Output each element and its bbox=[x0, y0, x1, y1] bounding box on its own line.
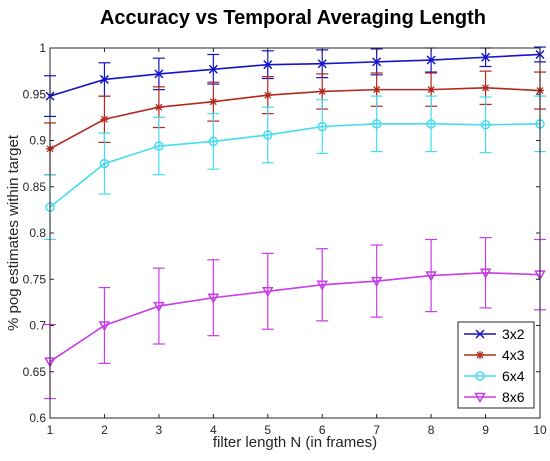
data-point-3x2 bbox=[99, 74, 109, 84]
legend-label: 6x4 bbox=[502, 368, 525, 384]
data-point-8x6 bbox=[479, 268, 492, 279]
data-point-3x2 bbox=[154, 69, 164, 79]
data-point-4x3 bbox=[263, 91, 272, 100]
y-tick-labels: 0.6 0.65 0.7 0.75 0.8 0.85 0.9 0.95 1 bbox=[23, 41, 47, 425]
data-point-8x6 bbox=[316, 280, 329, 291]
legend-box bbox=[457, 321, 535, 409]
data-point-4x3 bbox=[372, 85, 381, 94]
x-tick-label: 7 bbox=[373, 423, 380, 437]
legend-marker bbox=[475, 371, 485, 381]
data-point-3x2 bbox=[426, 55, 436, 65]
data-point-3x2 bbox=[263, 60, 273, 70]
data-point-6x4 bbox=[317, 121, 327, 132]
plot-area bbox=[44, 46, 546, 419]
data-point-6x4 bbox=[154, 141, 164, 151]
y-tick-label: 0.6 bbox=[29, 411, 46, 425]
data-point-4x3 bbox=[481, 83, 490, 92]
data-point-8x6 bbox=[207, 293, 220, 304]
data-point-4x3 bbox=[100, 115, 109, 124]
data-point-6x4 bbox=[263, 130, 273, 140]
data-point-8x6 bbox=[98, 321, 111, 332]
data-point-6x4 bbox=[99, 158, 110, 169]
y-tick-label: 0.9 bbox=[29, 134, 46, 148]
data-point-4x3 bbox=[154, 103, 163, 112]
legend-label: 4x3 bbox=[502, 347, 525, 363]
y-tick-label: 1 bbox=[39, 41, 46, 55]
series-line-8x6 bbox=[49, 271, 541, 363]
series-line-6x4 bbox=[49, 123, 541, 208]
legend-item-6x4: 6x4 bbox=[464, 368, 525, 384]
x-tick-label: 6 bbox=[319, 423, 326, 437]
data-point-6x4 bbox=[480, 120, 491, 130]
x-tick-labels: 1 2 3 4 5 6 7 8 9 10 bbox=[47, 423, 547, 437]
x-tick-label: 9 bbox=[482, 423, 489, 437]
legend-marker bbox=[475, 329, 485, 339]
data-point-8x6 bbox=[425, 271, 437, 282]
series-line-3x2 bbox=[49, 53, 541, 97]
lines-layer bbox=[49, 53, 541, 363]
data-point-3x2 bbox=[317, 59, 327, 69]
x-tick-label: 10 bbox=[533, 423, 547, 437]
legend-marker bbox=[474, 392, 486, 404]
y-axis-label: % pog estimates within target bbox=[5, 134, 22, 331]
x-axis-label: filter length N (in frames) bbox=[213, 434, 377, 451]
y-tick-label: 0.8 bbox=[29, 226, 46, 240]
legend-item-8x6: 8x6 bbox=[464, 389, 525, 405]
y-tick-label: 0.95 bbox=[23, 87, 47, 101]
series-line-4x3 bbox=[49, 86, 541, 150]
data-point-3x2 bbox=[372, 57, 382, 67]
y-tick-label: 0.65 bbox=[23, 365, 47, 379]
data-point-8x6 bbox=[153, 301, 165, 313]
data-point-4x3 bbox=[318, 87, 327, 96]
legend-label: 3x2 bbox=[502, 326, 525, 342]
data-point-6x4 bbox=[426, 119, 436, 129]
data-point-4x3 bbox=[209, 97, 218, 106]
y-tick-label: 0.85 bbox=[23, 180, 47, 194]
data-point-8x6 bbox=[370, 276, 383, 288]
ticks-layer bbox=[49, 47, 541, 419]
x-tick-label: 3 bbox=[156, 423, 163, 437]
data-point-8x6 bbox=[261, 287, 274, 298]
x-tick-label: 4 bbox=[210, 423, 217, 437]
legend-item-3x2: 3x2 bbox=[464, 326, 525, 342]
x-tick-label: 2 bbox=[101, 423, 108, 437]
data-point-6x4 bbox=[208, 136, 219, 147]
data-point-3x2 bbox=[481, 52, 491, 62]
x-tick-label: 8 bbox=[428, 423, 435, 437]
data-point-3x2 bbox=[208, 64, 218, 74]
data-point-6x4 bbox=[371, 119, 382, 129]
x-tick-label: 5 bbox=[264, 423, 271, 437]
chart-title: Accuracy vs Temporal Averaging Length bbox=[100, 7, 486, 29]
data-point-4x3 bbox=[427, 85, 436, 94]
legend-item-4x3: 4x3 bbox=[464, 347, 525, 363]
y-tick-label: 0.7 bbox=[29, 319, 46, 333]
legend: 3x2 4x3 6x4 8x6 bbox=[457, 321, 535, 409]
x-tick-label: 1 bbox=[47, 423, 54, 437]
y-tick-label: 0.75 bbox=[23, 272, 47, 286]
legend-marker bbox=[476, 351, 484, 359]
legend-label: 8x6 bbox=[502, 389, 525, 405]
